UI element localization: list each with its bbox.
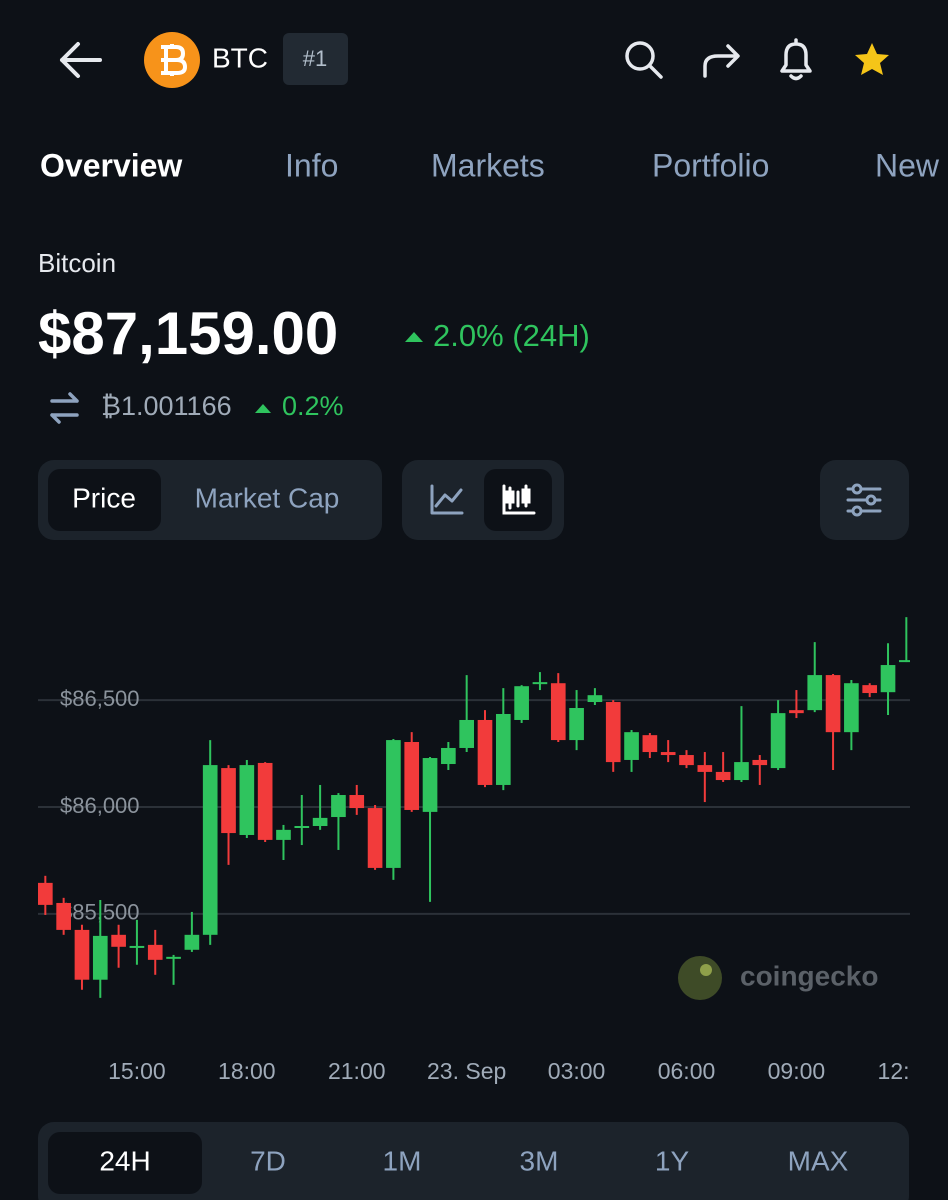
candle-body <box>825 675 841 733</box>
x-tick-label: 03:00 <box>548 1058 606 1084</box>
candle-body <box>642 735 658 753</box>
coin-name: Bitcoin <box>38 248 116 278</box>
line-chart-button[interactable] <box>430 484 464 515</box>
coin-logo <box>144 32 200 88</box>
x-tick-label: 23. Sep <box>427 1058 506 1084</box>
tab[interactable]: Portfolio <box>652 147 769 183</box>
rank-text: #1 <box>303 46 327 71</box>
candle-body <box>276 829 291 840</box>
range-option[interactable]: 1Y <box>655 1145 690 1176</box>
candle-body <box>386 740 401 868</box>
tab[interactable]: Overview <box>40 147 182 183</box>
alert-button[interactable] <box>780 38 812 81</box>
candle-body <box>422 758 438 812</box>
watermark: coingecko <box>740 960 878 991</box>
favorite-button[interactable] <box>855 43 889 75</box>
coin-symbol: BTC <box>212 42 268 73</box>
rank-badge <box>283 33 348 85</box>
candle-body <box>166 956 181 959</box>
candle-body <box>550 683 566 741</box>
range-option[interactable]: 1M <box>383 1145 422 1176</box>
price: $87,159.00 <box>38 300 338 367</box>
candle-body <box>862 685 878 694</box>
x-tick-label: 21:00 <box>328 1058 386 1084</box>
tab[interactable]: Markets <box>431 147 545 183</box>
x-tick-label: 09:00 <box>768 1058 826 1084</box>
candle-body <box>441 747 456 765</box>
candle-body <box>331 795 346 818</box>
candle-body <box>257 762 273 840</box>
candle-body <box>789 710 804 714</box>
active-pill <box>48 469 161 531</box>
x-tick-label: 12:00 <box>878 1058 936 1084</box>
x-tick-label: 15:00 <box>108 1058 166 1084</box>
toggle-option[interactable]: Market Cap <box>195 482 340 513</box>
candle-body <box>770 713 786 769</box>
candle-body <box>697 765 713 772</box>
btc-change: 0.2% <box>282 391 344 421</box>
tab[interactable]: New <box>875 147 940 183</box>
candle-body <box>752 759 768 766</box>
candle-body <box>734 762 749 781</box>
candle-body <box>459 719 474 748</box>
search-button[interactable] <box>625 41 663 79</box>
candle-body <box>202 765 218 935</box>
candle-body <box>899 660 910 663</box>
toggle-option[interactable]: Price <box>72 482 136 513</box>
up-arrow <box>255 404 271 413</box>
watermark-logo <box>678 956 722 1000</box>
range-option[interactable]: 24H <box>99 1145 150 1176</box>
candle-body <box>239 765 255 835</box>
btc-price: ₿1.001166 <box>101 391 232 421</box>
y-tick-label: $86,000 <box>60 793 140 818</box>
candle-body <box>404 741 420 810</box>
price-change: 2.0% (24H) <box>433 318 590 353</box>
share-button[interactable] <box>703 44 740 78</box>
tab[interactable]: Info <box>285 147 338 183</box>
range-option[interactable]: MAX <box>788 1145 849 1176</box>
candle-body <box>715 771 731 781</box>
range-option[interactable]: 3M <box>520 1145 559 1176</box>
candle-body <box>514 686 529 720</box>
candle-body <box>367 808 383 868</box>
candle-body <box>807 675 823 711</box>
range-selector <box>38 1122 909 1200</box>
candle-body <box>679 755 694 766</box>
range-option[interactable]: 7D <box>250 1145 286 1176</box>
candle-body <box>294 826 310 829</box>
candle-body <box>587 695 603 703</box>
candle-body <box>92 935 108 980</box>
active-pill <box>48 1132 202 1194</box>
candle-body <box>477 719 493 785</box>
candle-body <box>184 934 200 950</box>
candle-body <box>56 902 71 930</box>
candle-body <box>129 945 145 948</box>
candle-body <box>495 713 511 785</box>
swap-icon <box>50 392 79 424</box>
candle-body <box>349 795 365 809</box>
candle-body <box>880 665 896 693</box>
candle-body <box>312 817 328 827</box>
candle-body <box>38 882 53 905</box>
x-tick-label: 06:00 <box>658 1058 716 1084</box>
up-arrow <box>405 332 423 342</box>
candle-body <box>147 944 163 960</box>
candle-body <box>660 752 676 756</box>
settings-icon <box>846 483 882 517</box>
candle-body <box>221 768 236 834</box>
candle-body <box>532 682 548 685</box>
back-button[interactable] <box>60 42 102 78</box>
candle-body <box>624 732 639 760</box>
candle-body <box>844 683 859 733</box>
x-tick-label: 18:00 <box>218 1058 276 1084</box>
candle-body <box>74 929 90 980</box>
candle-chart-button[interactable] <box>502 484 536 515</box>
candle-body <box>111 934 126 947</box>
candle-body <box>605 702 621 763</box>
y-tick-label: $86,500 <box>60 686 140 711</box>
candle-body <box>569 708 584 741</box>
